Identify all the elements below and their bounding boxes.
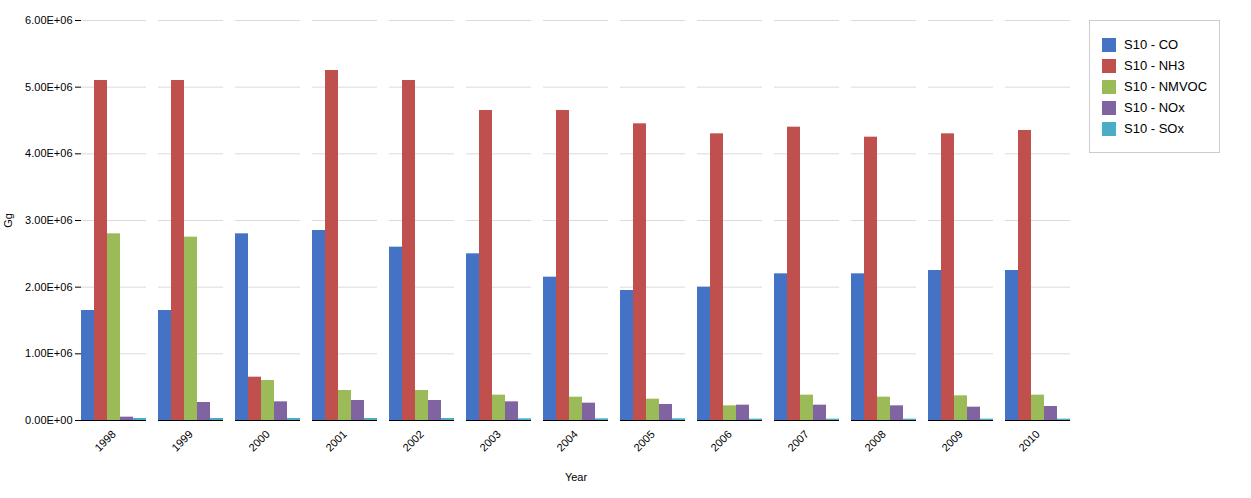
html-text:S10 - NMVOC: S10 - NMVOC [1124,79,1208,94]
svg-text:4.00E+06: 4.00E+06 [25,147,72,159]
svg-text:2008: 2008 [862,428,888,454]
svg-text:2010: 2010 [1016,428,1042,454]
svg-text:Gg: Gg [2,213,14,228]
html-text:S10 - NOx: S10 - NOx [1124,100,1185,115]
svg-text:2.00E+06: 2.00E+06 [25,281,72,293]
svg-text:3.00E+06: 3.00E+06 [25,214,72,226]
svg-text:2007: 2007 [785,428,811,454]
svg-text:2004: 2004 [554,428,580,454]
svg-text:2003: 2003 [477,428,503,454]
svg-text:1999: 1999 [169,428,195,454]
html-text:S10 - CO: S10 - CO [1124,37,1179,52]
svg-text:6.00E+06: 6.00E+06 [25,14,72,26]
svg-text:0.00E+00: 0.00E+00 [25,414,72,426]
html-text:S10 - SOx: S10 - SOx [1124,121,1184,136]
svg-text:2002: 2002 [400,428,426,454]
svg-text:1.00E+06: 1.00E+06 [25,347,72,359]
svg-text:2000: 2000 [246,428,272,454]
svg-text:Year: Year [565,471,588,483]
svg-text:2001: 2001 [323,428,349,454]
svg-text:5.00E+06: 5.00E+06 [25,81,72,93]
html-text:S10 - NH3: S10 - NH3 [1124,58,1185,73]
svg-text:2009: 2009 [939,428,965,454]
svg-text:2006: 2006 [708,428,734,454]
svg-text:1998: 1998 [92,428,118,454]
svg-text:2005: 2005 [631,428,657,454]
